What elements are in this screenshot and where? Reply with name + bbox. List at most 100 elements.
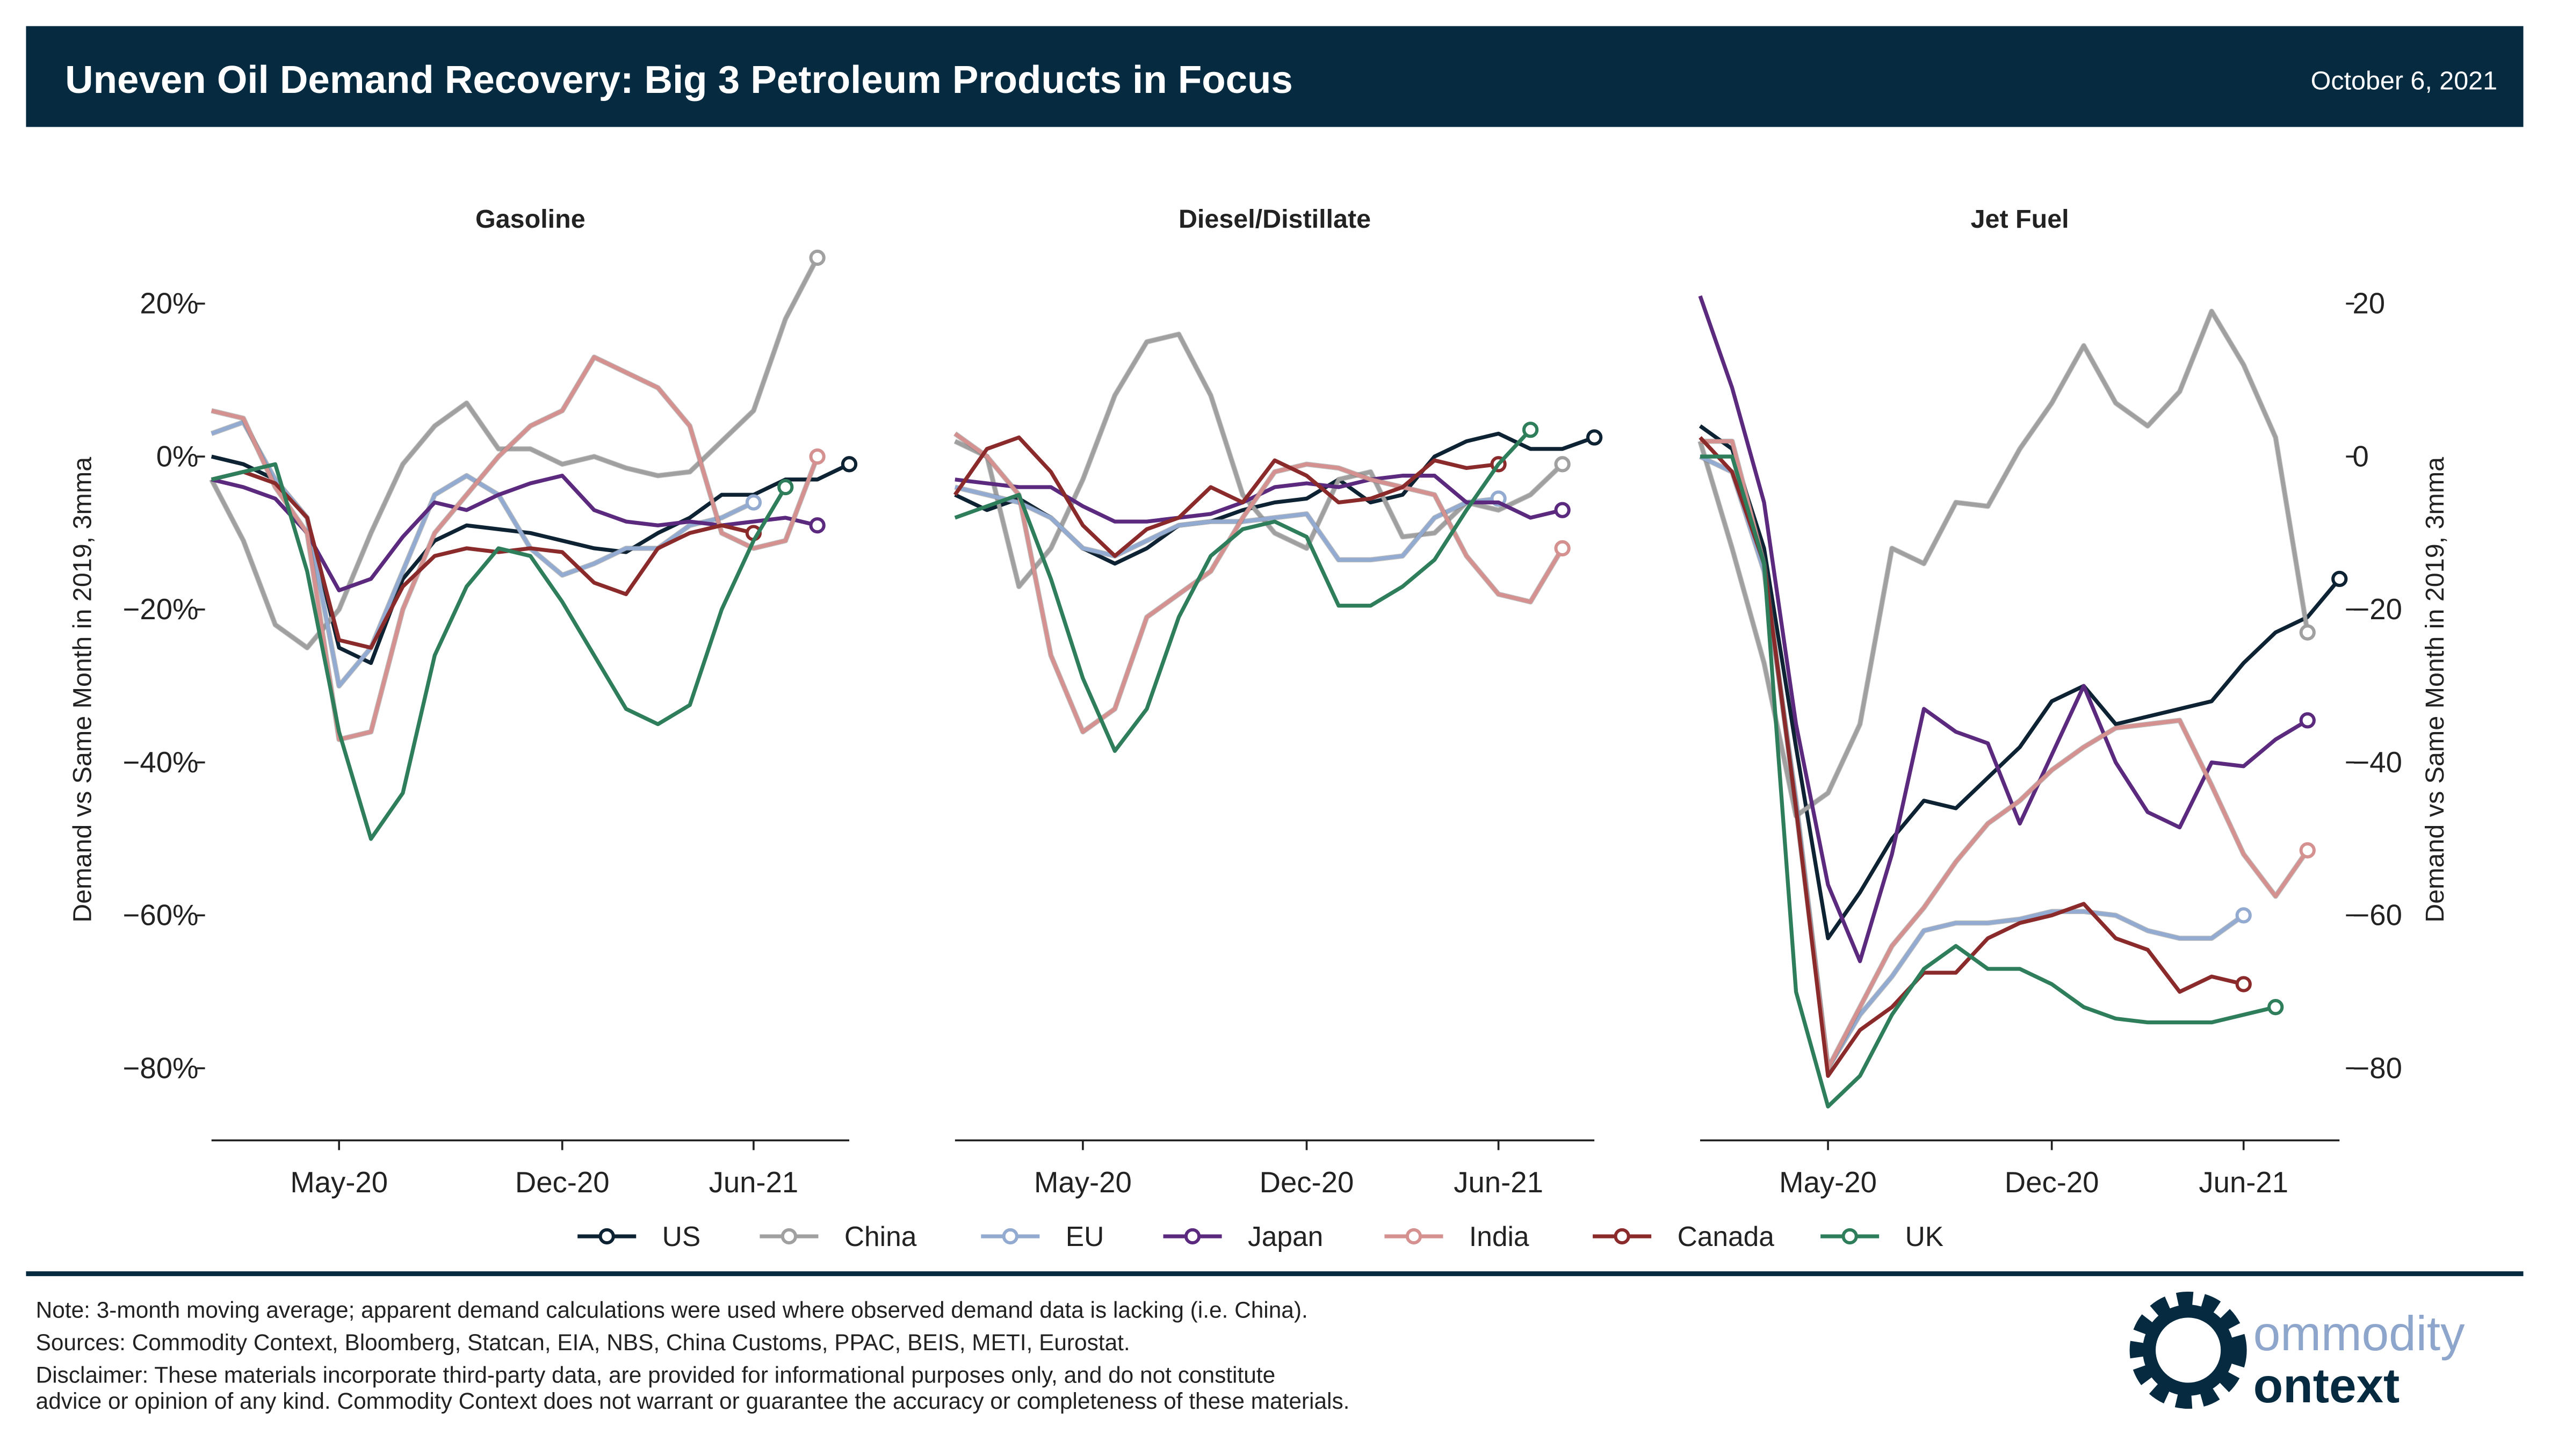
x-tick-label: Jun-21 — [1454, 1166, 1543, 1199]
series-line — [211, 420, 755, 688]
x-tick-label: Dec-20 — [515, 1166, 610, 1199]
header-bar — [26, 26, 2524, 127]
header-date: October 6, 2021 — [2311, 67, 2497, 96]
end-marker — [2299, 624, 2316, 641]
panel-title: Jet Fuel — [1971, 205, 2069, 234]
series-line — [954, 332, 1564, 589]
x-tick-label: May-20 — [290, 1166, 388, 1199]
y-tick-label: −40 — [2352, 746, 2402, 779]
legend-marker — [1002, 1228, 1018, 1245]
series-line-outline — [209, 256, 820, 650]
y-tick-label: −20% — [123, 593, 199, 626]
panel-title: Diesel/Distillate — [1179, 205, 1371, 234]
legend-item: Canada — [1593, 1221, 1774, 1252]
logo: ommodity ontext — [2129, 1291, 2465, 1413]
footer-note: Note: 3-month moving average; apparent d… — [36, 1297, 1308, 1322]
legend-label: India — [1469, 1221, 1529, 1252]
series-line — [954, 428, 1532, 753]
series-line — [953, 435, 1499, 558]
y-tick-label: −40% — [123, 746, 199, 779]
legend-marker — [1184, 1228, 1201, 1245]
series-line — [211, 469, 754, 650]
series-line — [211, 462, 787, 841]
logo-text: ontext — [2253, 1359, 2400, 1413]
x-tick-label: Dec-20 — [2005, 1166, 2099, 1199]
end-marker — [1554, 456, 1571, 473]
x-tick-label: Jun-21 — [709, 1166, 799, 1199]
legend-item: UK — [1820, 1221, 1943, 1252]
y-tick-label: 0% — [156, 440, 199, 473]
x-tick-label: Jun-21 — [2199, 1166, 2288, 1199]
end-marker — [1554, 502, 1571, 518]
legend-item: Japan — [1163, 1221, 1323, 1252]
end-marker — [809, 517, 826, 534]
end-marker — [809, 448, 826, 465]
y-tick-label: −80% — [123, 1052, 199, 1084]
legend-label: US — [662, 1221, 700, 1252]
series-line-outline — [1700, 438, 2310, 1071]
footer-note: Disclaimer: These materials incorporate … — [36, 1363, 1276, 1388]
y-tick-label: −60% — [123, 899, 199, 932]
end-marker — [2235, 976, 2252, 993]
logo-ring — [2142, 1305, 2234, 1396]
series-line-outline — [1699, 454, 2245, 1071]
end-marker — [1554, 540, 1571, 557]
series-line-outline — [1697, 308, 2310, 819]
panel-title: Gasoline — [475, 205, 586, 234]
logo-text: ommodity — [2253, 1307, 2465, 1361]
series-line — [209, 257, 819, 650]
end-marker — [777, 479, 794, 496]
legend-marker — [1614, 1228, 1630, 1245]
legend-item: US — [577, 1221, 700, 1252]
y-tick-label: −60 — [2352, 899, 2402, 932]
legend-label: Japan — [1248, 1221, 1323, 1252]
end-marker — [2299, 842, 2316, 859]
y-tick-label: 20 — [2352, 287, 2385, 320]
end-marker — [745, 494, 762, 511]
y-tick-label: 0 — [2352, 440, 2368, 473]
end-marker — [841, 456, 858, 473]
end-marker — [2331, 570, 2348, 588]
header-title: Uneven Oil Demand Recovery: Big 3 Petrol… — [65, 58, 1293, 102]
legend-label: UK — [1905, 1221, 1944, 1252]
x-tick-label: May-20 — [1034, 1166, 1132, 1199]
end-marker — [1586, 429, 1603, 446]
x-tick-label: May-20 — [1779, 1166, 1877, 1199]
series-line — [1699, 454, 2245, 1070]
y-tick-label: −80 — [2352, 1052, 2402, 1084]
series-line-outline — [953, 331, 1564, 589]
legend-label: China — [844, 1221, 917, 1252]
end-marker — [2267, 999, 2284, 1016]
end-marker — [1522, 422, 1539, 438]
series-line — [211, 355, 820, 742]
logo-gear — [2129, 1291, 2247, 1409]
y-axis-label: Demand vs Same Month in 2019, 3mma — [68, 457, 97, 923]
footer-note: Sources: Commodity Context, Bloomberg, S… — [36, 1330, 1130, 1355]
series-line — [1698, 295, 2309, 964]
y-tick-label: 20% — [140, 287, 198, 320]
legend-marker — [1405, 1228, 1422, 1245]
footer-note: advice or opinion of any kind. Commodity… — [36, 1388, 1350, 1414]
legend-marker — [1841, 1228, 1858, 1245]
y-tick-label: −20 — [2352, 593, 2402, 626]
x-tick-label: Dec-20 — [1260, 1166, 1354, 1199]
legend-marker — [781, 1228, 798, 1245]
legend-item: China — [760, 1221, 917, 1252]
legend-item: EU — [981, 1221, 1104, 1252]
legend-label: EU — [1066, 1221, 1104, 1252]
end-marker — [2235, 907, 2252, 924]
series-line — [1698, 309, 2310, 818]
legend-marker — [598, 1228, 615, 1245]
legend-item: India — [1384, 1221, 1529, 1252]
end-marker — [809, 249, 826, 266]
end-marker — [2299, 712, 2316, 729]
series-line — [1700, 454, 2277, 1109]
series-line — [953, 432, 1564, 734]
series-line — [955, 485, 1499, 562]
series-line-outline — [211, 419, 755, 689]
y-axis-label: Demand vs Same Month in 2019, 3mma — [2420, 457, 2449, 923]
legend-label: Canada — [1678, 1221, 1775, 1252]
series-line — [1699, 424, 2342, 940]
